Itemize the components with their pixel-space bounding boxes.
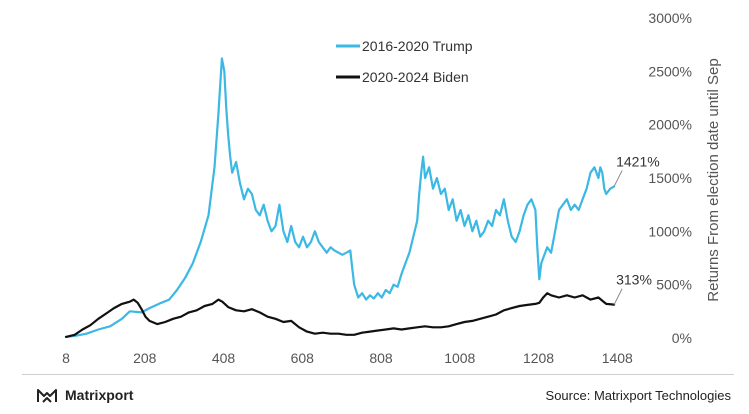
source-text: Source: Matrixport Technologies <box>545 388 731 403</box>
matrixport-logo-icon <box>37 389 57 403</box>
data-label: 313% <box>616 272 652 288</box>
legend-label-trump: 2016-2020 Trump <box>362 38 473 54</box>
footer-divider <box>22 374 734 375</box>
x-tick-label: 1208 <box>523 350 554 366</box>
x-tick-label: 1408 <box>602 350 633 366</box>
annotation-leader <box>613 288 623 305</box>
series-line-biden <box>64 292 616 338</box>
y-tick-label: 1500% <box>648 170 692 186</box>
series-layer <box>64 57 616 338</box>
y-tick-label: 3000% <box>648 10 692 26</box>
brand-name: Matrixport <box>65 387 134 403</box>
brand: Matrixport <box>36 386 133 404</box>
y-axis-label: Returns From election date until Sep <box>705 58 722 301</box>
x-tick-label: 208 <box>133 350 157 366</box>
y-tick-label: 500% <box>656 277 692 293</box>
annotation-leader <box>613 170 623 187</box>
x-axis-ticks: 8 208 408 608 808 1008 1208 1408 <box>62 350 633 366</box>
y-tick-label: 2000% <box>648 117 692 133</box>
y-tick-label: 1000% <box>648 223 692 239</box>
legend-label-biden: 2020-2024 Biden <box>362 69 469 85</box>
y-axis-ticks: 0% 500% 1000% 1500% 2000% 2500% 3000% <box>648 10 692 346</box>
x-tick-label: 8 <box>62 350 70 366</box>
x-tick-label: 1008 <box>444 350 475 366</box>
x-tick-label: 808 <box>369 350 393 366</box>
y-tick-label: 0% <box>672 330 692 346</box>
annotation-layer: 1421% 313% <box>613 153 660 305</box>
y-tick-label: 2500% <box>648 63 692 79</box>
x-tick-label: 608 <box>291 350 315 366</box>
series-line-trump <box>64 57 616 338</box>
legend: 2016-2020 Trump 2020-2024 Biden <box>336 38 473 85</box>
data-label: 1421% <box>616 153 660 169</box>
x-tick-label: 408 <box>212 350 236 366</box>
